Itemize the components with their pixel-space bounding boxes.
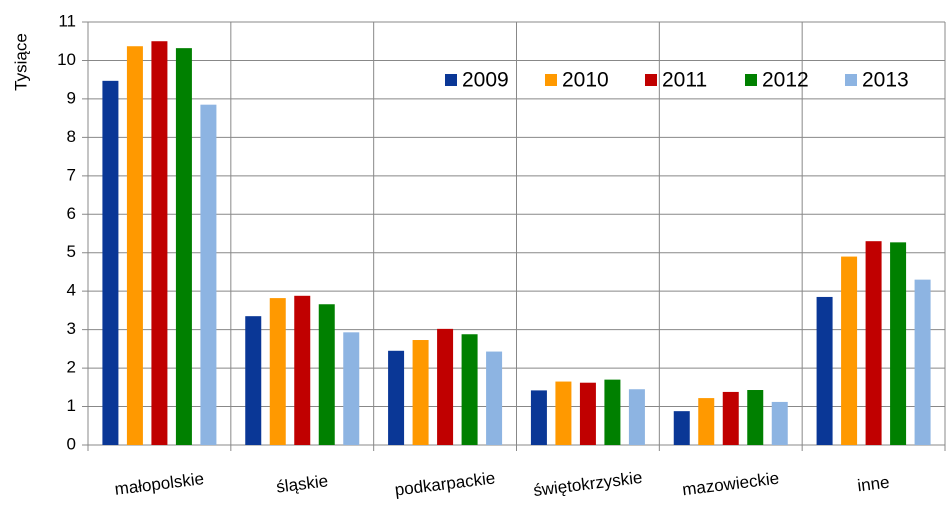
bar bbox=[771, 401, 788, 445]
bar bbox=[816, 296, 833, 445]
y-tick-label: 1 bbox=[67, 396, 76, 415]
y-tick-label: 6 bbox=[67, 204, 76, 223]
bar bbox=[747, 390, 764, 445]
bar bbox=[294, 295, 311, 445]
bar bbox=[269, 298, 286, 445]
y-tick-label: 7 bbox=[67, 165, 76, 184]
bar bbox=[579, 382, 596, 445]
bar bbox=[914, 279, 931, 445]
y-tick-label: 0 bbox=[67, 434, 76, 453]
bar bbox=[318, 304, 335, 445]
x-tick-label: mazowieckie bbox=[681, 469, 780, 500]
bar bbox=[245, 316, 262, 445]
y-tick-label: 8 bbox=[67, 127, 76, 146]
bar bbox=[437, 328, 454, 445]
legend-label: 2009 bbox=[462, 69, 509, 92]
bar bbox=[175, 48, 192, 446]
x-tick-label: świętokrzyskie bbox=[532, 468, 643, 500]
x-tick-label: inne bbox=[856, 473, 890, 496]
bar bbox=[461, 334, 478, 445]
y-tick-label: 2 bbox=[67, 358, 76, 377]
y-tick-label: 5 bbox=[67, 242, 76, 261]
legend-label: 2011 bbox=[662, 69, 707, 92]
legend-swatch bbox=[545, 74, 557, 86]
legend-label: 2012 bbox=[762, 69, 809, 92]
x-tick-label: podkarpackie bbox=[394, 468, 497, 499]
y-tick-label: 10 bbox=[57, 50, 76, 69]
legend-label: 2013 bbox=[862, 69, 909, 92]
legend-swatch bbox=[745, 74, 757, 86]
bar bbox=[890, 242, 907, 445]
legend-swatch bbox=[845, 74, 857, 86]
bar bbox=[126, 46, 143, 445]
bar bbox=[722, 391, 739, 445]
legend-label: 2010 bbox=[562, 69, 609, 92]
bar bbox=[388, 350, 405, 445]
bar bbox=[343, 332, 360, 445]
bar bbox=[841, 256, 858, 445]
bar bbox=[412, 340, 429, 445]
y-tick-label: 3 bbox=[67, 319, 76, 338]
bar bbox=[151, 41, 168, 446]
bar bbox=[530, 390, 547, 445]
bar bbox=[200, 104, 217, 445]
y-tick-label: 4 bbox=[67, 281, 76, 300]
bar bbox=[698, 398, 715, 445]
y-tick-label: 11 bbox=[58, 11, 76, 30]
y-axis-label: Tysiące bbox=[11, 33, 30, 91]
bar bbox=[628, 389, 645, 445]
x-tick-label: małopolskie bbox=[114, 469, 205, 499]
y-tick-label: 9 bbox=[67, 88, 76, 107]
legend-swatch bbox=[445, 74, 457, 86]
bar bbox=[486, 351, 503, 445]
bar bbox=[673, 411, 690, 445]
legend-swatch bbox=[645, 74, 657, 86]
bar bbox=[555, 381, 572, 445]
x-tick-label: śląskie bbox=[275, 471, 329, 496]
bar bbox=[865, 241, 882, 445]
bar bbox=[102, 80, 119, 446]
bar bbox=[604, 379, 621, 445]
